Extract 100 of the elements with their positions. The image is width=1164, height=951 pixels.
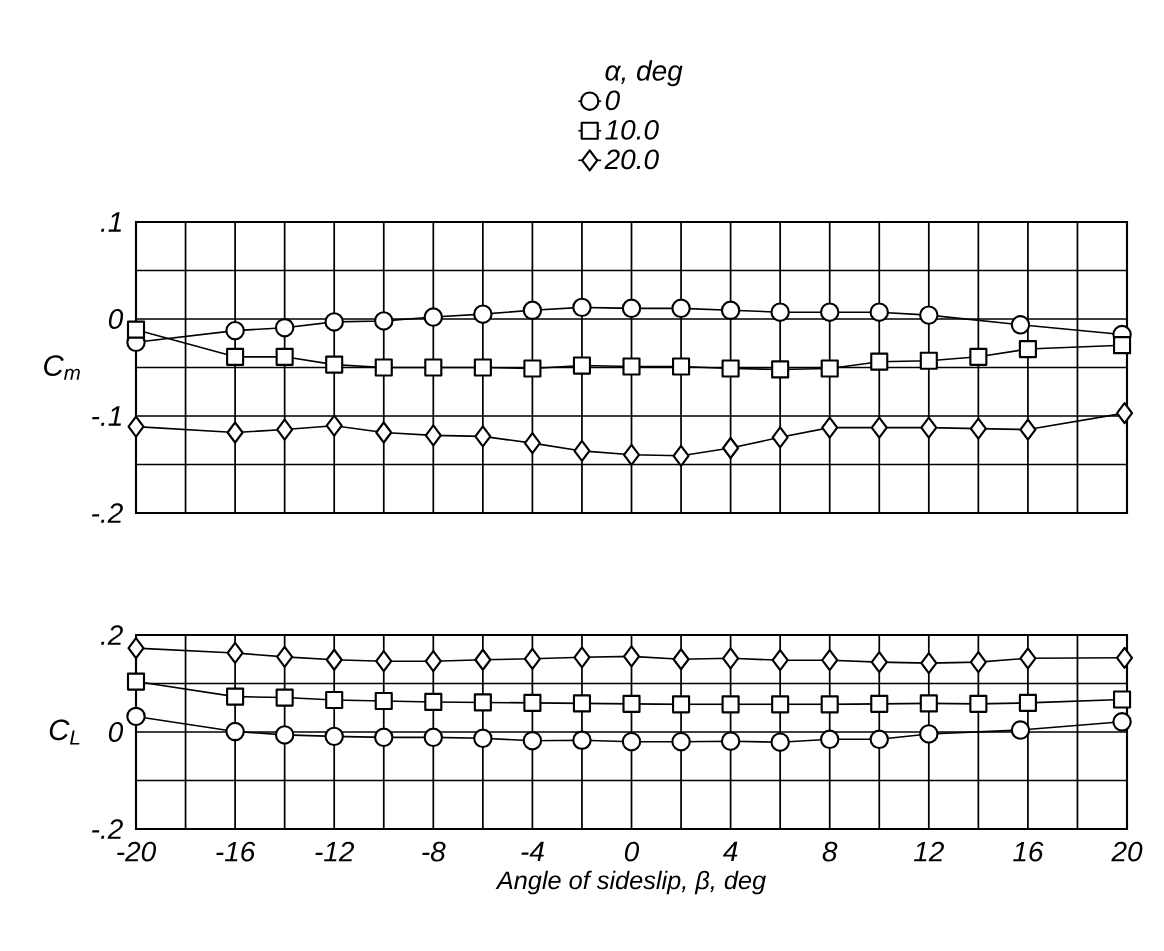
point (522, 730, 543, 751)
point (424, 692, 443, 711)
point (324, 312, 344, 332)
point (126, 320, 146, 339)
point (126, 672, 146, 691)
point (819, 302, 840, 322)
point (423, 307, 444, 327)
point (671, 731, 691, 752)
point (226, 347, 245, 366)
legend-label: 10.0 (605, 119, 659, 140)
y-axis-title: C$_{L}$ (49, 719, 80, 745)
point (572, 297, 592, 318)
point (127, 637, 145, 660)
point (325, 690, 344, 710)
point (770, 732, 790, 752)
point (1112, 712, 1132, 732)
x-axis-title: Angle of sideslip, β, deg (495, 870, 766, 895)
point (721, 359, 740, 378)
point (969, 347, 988, 366)
point (325, 648, 343, 671)
x-tick-label: 20 (1111, 841, 1143, 862)
point (870, 694, 889, 713)
point (820, 359, 839, 378)
y-tick-label: 0 (108, 309, 124, 329)
point (573, 646, 591, 669)
legend-label: 20.0 (604, 149, 659, 170)
point (1115, 402, 1134, 425)
point (522, 300, 543, 320)
point (671, 357, 691, 376)
point (771, 426, 789, 449)
point (473, 728, 493, 749)
y-axis-title: C$_{m}$ (44, 355, 80, 380)
point (275, 347, 294, 366)
point (572, 356, 592, 375)
point (1115, 646, 1134, 669)
point (1018, 693, 1037, 712)
point (969, 417, 987, 440)
point (820, 695, 839, 714)
point (969, 694, 988, 713)
point (1112, 336, 1132, 355)
point (919, 305, 939, 325)
x-tick-label: 8 (822, 841, 838, 862)
point (324, 726, 344, 747)
point (226, 641, 244, 665)
point (374, 727, 394, 748)
point (1112, 690, 1132, 709)
point (771, 360, 790, 379)
point (276, 645, 294, 668)
y-tick-label: 0 (108, 722, 124, 742)
point (870, 651, 888, 674)
point (423, 727, 444, 748)
point (722, 647, 740, 670)
point (621, 731, 642, 752)
point (573, 439, 591, 462)
y-tick-label: -.1 (92, 406, 121, 426)
point (325, 414, 343, 437)
point (473, 304, 493, 324)
point (274, 725, 295, 745)
point (819, 729, 840, 750)
point (572, 694, 592, 713)
point (1018, 340, 1037, 359)
point (919, 694, 938, 713)
point (622, 645, 641, 668)
legend-label: 0 (605, 90, 620, 111)
x-tick-label: -4 (521, 841, 544, 861)
point (1019, 647, 1037, 670)
point (424, 650, 442, 673)
point (523, 432, 541, 455)
point (424, 358, 443, 377)
point (671, 298, 691, 319)
point (621, 298, 642, 319)
x-tick-label: -12 (315, 841, 355, 862)
point (473, 358, 492, 377)
point (424, 424, 442, 447)
point (870, 416, 888, 439)
point (325, 355, 344, 374)
y-tick-label: .2 (101, 625, 123, 645)
point (523, 693, 542, 712)
point (920, 416, 938, 439)
point (672, 444, 690, 467)
point (771, 649, 789, 672)
point (473, 693, 492, 712)
point (1010, 315, 1031, 335)
point (226, 687, 245, 706)
x-tick-label: -8 (422, 841, 446, 862)
point (821, 649, 839, 672)
point (1010, 720, 1031, 740)
point (869, 302, 889, 322)
point (275, 688, 294, 707)
point (920, 652, 938, 675)
point (1019, 418, 1037, 441)
point (722, 436, 740, 460)
point (474, 648, 492, 671)
point (374, 358, 393, 377)
point (720, 300, 741, 320)
x-tick-label: -20 (117, 841, 157, 862)
point (770, 302, 790, 322)
point (572, 730, 592, 750)
legend-title: α, deg (605, 60, 683, 87)
y-tick-label: -.2 (92, 503, 123, 523)
